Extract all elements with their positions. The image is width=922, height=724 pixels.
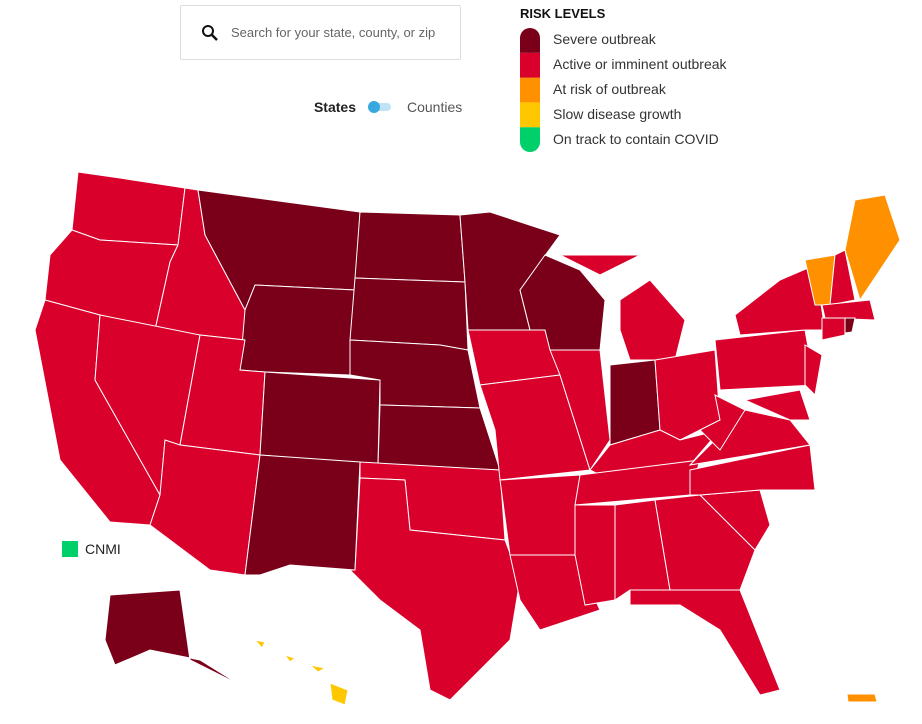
legend-title: RISK LEVELS — [520, 6, 606, 21]
state-region[interactable] — [479, 374, 591, 481]
state-region[interactable] — [629, 589, 781, 696]
state-region[interactable] — [259, 371, 381, 466]
state-region[interactable] — [354, 211, 466, 283]
state-region[interactable] — [71, 171, 186, 246]
state-region[interactable] — [239, 284, 356, 376]
territory-label: CNMI — [85, 541, 121, 557]
search-placeholder: Search for your state, county, or zip — [231, 25, 436, 40]
state-region[interactable] — [499, 474, 581, 556]
state-region[interactable] — [844, 317, 856, 334]
state-region[interactable] — [104, 589, 241, 686]
state-region[interactable] — [699, 394, 746, 451]
toggle-switch[interactable] — [367, 101, 393, 113]
state-region[interactable] — [377, 404, 501, 471]
state-region[interactable] — [549, 349, 611, 472]
toggle-label[interactable]: Counties — [407, 99, 463, 115]
state-region[interactable] — [574, 504, 616, 606]
legend-swatch — [520, 40, 540, 53]
legend-swatch — [520, 127, 540, 140]
state-region[interactable] — [714, 329, 816, 391]
state-region[interactable] — [149, 439, 261, 576]
state-region[interactable] — [743, 389, 811, 421]
legend-label: On track to contain COVID — [553, 130, 719, 147]
state-region[interactable] — [821, 299, 876, 321]
legend-swatch — [520, 77, 540, 103]
legend-label: Severe outbreak — [553, 31, 656, 48]
state-region[interactable] — [349, 277, 469, 351]
state-region[interactable] — [295, 477, 521, 701]
search-box[interactable]: Search for your state, county, or zip — [180, 5, 461, 60]
legend-swatch — [520, 102, 540, 128]
state-region[interactable] — [846, 693, 878, 703]
state-region[interactable] — [804, 344, 823, 397]
legend-label: Slow disease growth — [553, 105, 682, 122]
legend-swatch — [520, 52, 540, 78]
toggle-label[interactable]: States — [313, 99, 356, 115]
search-icon — [202, 25, 218, 41]
state-region[interactable] — [844, 194, 901, 302]
legend-label: At risk of outbreak — [553, 81, 666, 97]
legend-label: Active or imminent outbreak — [553, 56, 727, 73]
cnmi-swatch — [62, 541, 78, 557]
state-region[interactable] — [253, 639, 349, 706]
state-region[interactable] — [509, 554, 601, 631]
state-region[interactable] — [244, 454, 361, 576]
state-region[interactable] — [829, 249, 856, 306]
state-region[interactable] — [821, 317, 846, 341]
state-region[interactable] — [654, 494, 756, 591]
